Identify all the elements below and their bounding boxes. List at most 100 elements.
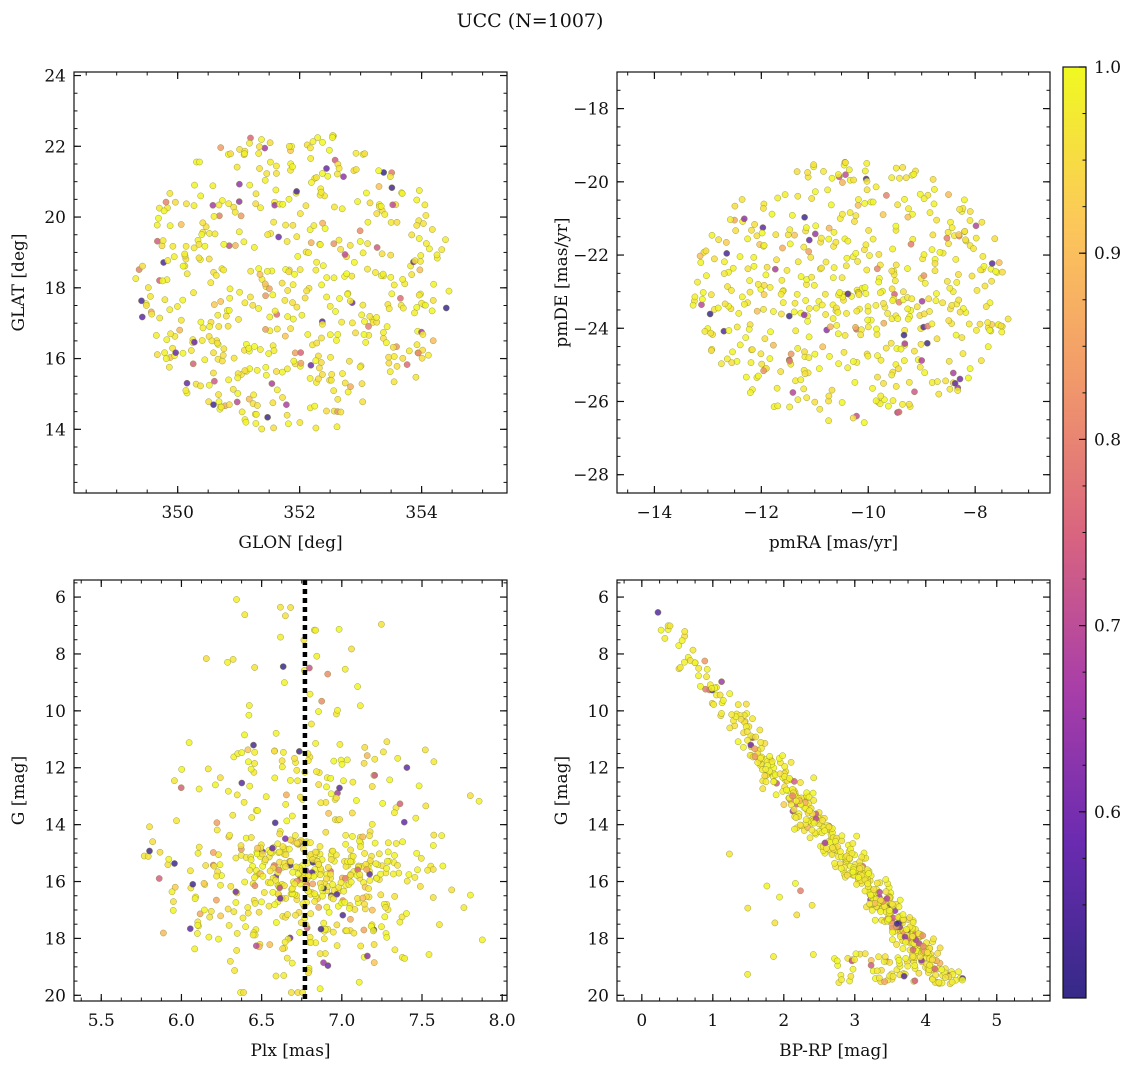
data-point bbox=[288, 812, 296, 820]
data-point bbox=[225, 307, 233, 314]
data-point bbox=[909, 946, 917, 954]
data-point bbox=[744, 265, 752, 273]
data-point bbox=[762, 271, 770, 279]
data-point bbox=[246, 866, 254, 874]
data-point bbox=[939, 299, 946, 307]
data-point bbox=[272, 368, 280, 375]
data-point bbox=[980, 262, 988, 270]
data-point bbox=[838, 274, 846, 282]
data-point bbox=[805, 248, 813, 255]
data-point bbox=[360, 926, 368, 934]
data-point bbox=[789, 792, 796, 800]
data-point bbox=[930, 200, 938, 208]
data-point bbox=[825, 235, 833, 243]
data-point bbox=[955, 231, 963, 238]
colorbar-tick-label: 0.8 bbox=[1094, 430, 1121, 450]
data-point bbox=[383, 738, 391, 746]
data-point bbox=[863, 266, 871, 274]
data-point bbox=[780, 801, 788, 808]
data-point bbox=[973, 326, 980, 334]
data-point bbox=[353, 797, 360, 804]
data-point bbox=[886, 907, 893, 914]
data-point bbox=[153, 351, 161, 358]
data-point bbox=[869, 198, 877, 206]
data-point bbox=[266, 285, 273, 293]
data-point bbox=[761, 772, 769, 780]
data-point bbox=[885, 402, 892, 410]
data-point bbox=[307, 910, 315, 917]
data-point bbox=[247, 765, 255, 773]
data-point bbox=[777, 290, 785, 298]
data-point bbox=[850, 358, 857, 365]
data-point bbox=[901, 340, 909, 347]
data-point bbox=[241, 731, 248, 739]
data-point bbox=[387, 273, 395, 281]
plot-frame bbox=[616, 71, 1051, 494]
data-point bbox=[319, 371, 326, 378]
x-tick-label: −8 bbox=[963, 503, 988, 523]
data-point bbox=[330, 757, 338, 765]
data-point bbox=[358, 380, 366, 388]
data-point bbox=[293, 839, 301, 847]
data-point bbox=[266, 313, 274, 321]
data-point bbox=[900, 288, 907, 296]
data-point bbox=[809, 789, 817, 797]
x-tick-label: 6.5 bbox=[248, 1011, 275, 1031]
data-point bbox=[356, 363, 364, 371]
data-point bbox=[282, 863, 290, 871]
data-point bbox=[429, 337, 437, 345]
y-tick-label: 20 bbox=[587, 986, 609, 1006]
data-point bbox=[433, 251, 441, 259]
data-point bbox=[735, 310, 743, 317]
data-point bbox=[271, 774, 279, 782]
data-point bbox=[262, 856, 269, 864]
data-point bbox=[241, 150, 248, 157]
data-point bbox=[895, 408, 903, 416]
data-point bbox=[417, 855, 425, 862]
data-point bbox=[170, 898, 177, 905]
data-point bbox=[266, 139, 274, 146]
data-point bbox=[165, 363, 173, 371]
data-point bbox=[901, 357, 908, 364]
data-point bbox=[790, 308, 798, 316]
data-point bbox=[929, 956, 936, 964]
data-point bbox=[260, 889, 268, 896]
data-point bbox=[272, 876, 280, 884]
data-point bbox=[267, 158, 274, 166]
data-point bbox=[251, 900, 259, 907]
data-point bbox=[335, 165, 343, 172]
data-point bbox=[849, 965, 857, 973]
data-point bbox=[837, 865, 845, 872]
data-point bbox=[448, 886, 456, 894]
data-point bbox=[240, 799, 248, 806]
data-point bbox=[179, 262, 187, 270]
data-point bbox=[711, 255, 718, 263]
data-point bbox=[282, 221, 289, 229]
data-point bbox=[880, 319, 888, 327]
data-point bbox=[307, 939, 315, 946]
data-point bbox=[233, 163, 241, 171]
data-point bbox=[836, 289, 844, 296]
data-point bbox=[359, 894, 367, 902]
data-point bbox=[757, 754, 764, 762]
data-point bbox=[793, 290, 801, 298]
data-point bbox=[902, 174, 910, 181]
data-point bbox=[251, 343, 258, 350]
data-point bbox=[936, 248, 944, 256]
data-point bbox=[251, 882, 259, 890]
data-point bbox=[303, 287, 310, 295]
data-point bbox=[216, 861, 224, 869]
data-point bbox=[355, 978, 363, 986]
data-point bbox=[391, 893, 399, 900]
data-point bbox=[254, 402, 261, 409]
data-point bbox=[1004, 315, 1012, 323]
x-tick-label: 2 bbox=[778, 1011, 789, 1031]
data-point bbox=[195, 241, 203, 248]
data-point bbox=[293, 767, 301, 774]
data-point bbox=[319, 219, 326, 227]
data-point bbox=[763, 263, 771, 271]
data-point bbox=[256, 165, 263, 172]
data-point bbox=[334, 395, 342, 403]
data-point bbox=[820, 168, 827, 175]
data-point bbox=[182, 387, 190, 394]
